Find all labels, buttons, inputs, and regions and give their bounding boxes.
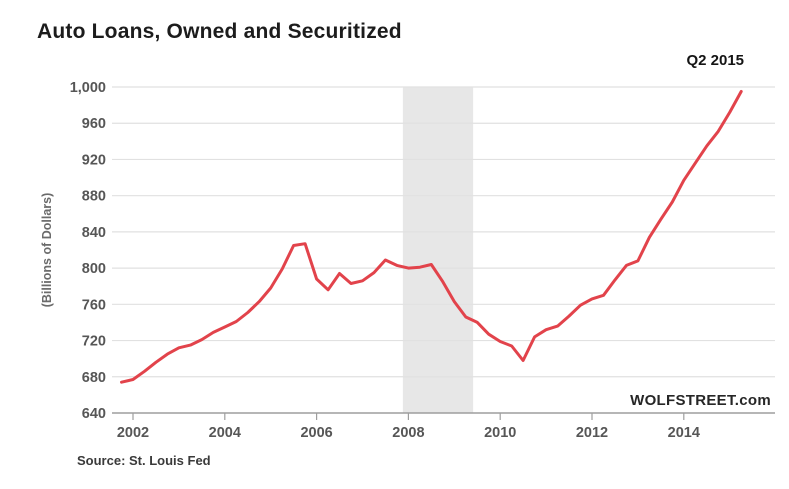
- auto-loans-line: [120, 90, 743, 384]
- y-tick-label: 720: [82, 334, 106, 350]
- y-tick-label: 920: [82, 152, 106, 168]
- y-tick-label: 880: [82, 189, 106, 205]
- watermark-wolfstreet: WOLFSTREET.com: [630, 392, 771, 409]
- y-tick-label: 760: [82, 297, 106, 313]
- x-tick-label: 2010: [484, 425, 516, 441]
- x-tick-label: 2012: [576, 425, 608, 441]
- y-tick-label: 800: [82, 261, 106, 277]
- recession-band: [402, 87, 474, 413]
- x-tick-label: 2006: [300, 425, 332, 441]
- y-tick-label: 640: [82, 406, 106, 422]
- chart-title: Auto Loans, Owned and Securitized: [37, 20, 402, 43]
- x-tick-label: 2004: [209, 425, 241, 441]
- x-tick-label: 2014: [668, 425, 700, 441]
- y-tick-label: 960: [82, 116, 106, 132]
- y-tick-label: 840: [82, 225, 106, 241]
- y-tick-label: 1,000: [70, 80, 106, 96]
- y-tick-label: 680: [82, 370, 106, 386]
- x-tick-label: 2008: [392, 425, 424, 441]
- latest-point-annotation: Q2 2015: [686, 52, 744, 69]
- x-tick-label: 2002: [117, 425, 149, 441]
- source-note: Source: St. Louis Fed: [77, 453, 211, 468]
